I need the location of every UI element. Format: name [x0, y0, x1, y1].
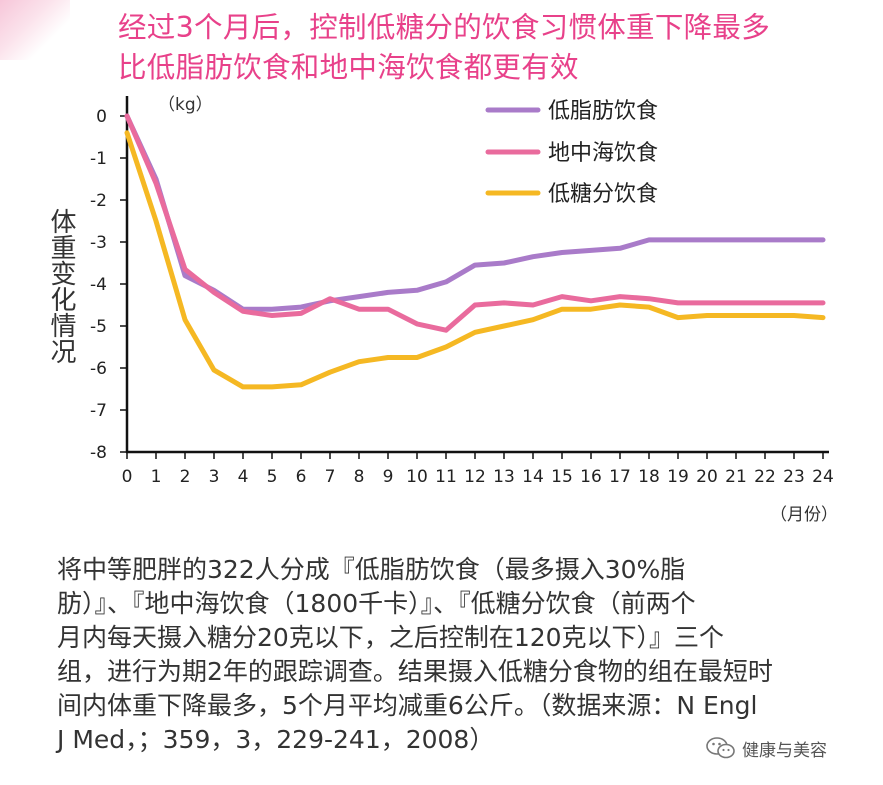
- x-tick-label: 9: [383, 467, 394, 487]
- x-tick-label: 3: [209, 467, 220, 487]
- y-tick-label: -8: [90, 443, 107, 463]
- description-line-5: 间内体重下降最多，5个月平均减重6公斤。（数据来源：N Engl: [57, 691, 758, 720]
- description-line-3: 月内每天摄入糖分20克以下，之后控制在120克以下）』三个: [57, 623, 725, 652]
- title-line-1: 经过3个月后，控制低糖分的饮食习惯体重下降最多: [118, 11, 771, 44]
- x-tick-label: 15: [551, 467, 573, 487]
- y-tick-label: -2: [90, 191, 107, 211]
- series-line-3: [124, 130, 826, 390]
- line-chart: 0-1-2-3-4-5-6-7-80 1 2 3 4 5 6 7 8 9 10 11 12 13 14 15 1…: [90, 95, 838, 525]
- x-tick-label: 18: [638, 467, 660, 487]
- x-tick-label: 0: [122, 467, 133, 487]
- x-tick-label: 12: [464, 467, 486, 487]
- axes: [120, 96, 829, 459]
- x-tick-label: 1: [151, 467, 162, 487]
- x-tick-label: 4: [238, 467, 249, 487]
- y-tick-label: 0: [96, 107, 107, 127]
- x-tick-label: 16: [580, 467, 602, 487]
- y-tick-label: -3: [90, 233, 107, 253]
- watermark: 健康与美容: [706, 736, 827, 761]
- description-line-4: 组，进行为期2年的跟踪调查。结果摄入低糖分食物的组在最短时: [57, 657, 773, 686]
- x-tick-label: 23: [783, 467, 805, 487]
- y-tick-label: -4: [90, 275, 107, 295]
- x-tick-label: 24: [812, 467, 834, 487]
- tick-labels: 0-1-2-3-4-5-6-7-80 1 2 3 4 5 6 7 8 9 10 11 12 13 14 15 1…: [90, 107, 834, 487]
- y-unit-label: （kg）: [158, 95, 213, 115]
- series-lines: [124, 113, 826, 390]
- y-tick-label: -1: [90, 149, 107, 169]
- x-tick-label: 17: [609, 467, 631, 487]
- description-line-6: J Med，；359，3，229-241，2008）: [57, 725, 495, 754]
- x-tick-label: 8: [354, 467, 365, 487]
- wechat-icon: [706, 737, 735, 759]
- x-tick-label: 2: [180, 467, 191, 487]
- x-tick-label: 13: [493, 467, 515, 487]
- x-tick-label: 6: [296, 467, 307, 487]
- x-tick-label: 14: [522, 467, 544, 487]
- chart-title: 经过3个月后，控制低糖分的饮食习惯体重下降最多 比低脂肪饮食和地中海饮食都更有效: [118, 8, 878, 88]
- series-line-1: [124, 113, 826, 312]
- y-tick-label: -7: [90, 401, 107, 421]
- x-tick-label: 10: [406, 467, 428, 487]
- y-axis-label: 体重变化情况: [46, 208, 76, 364]
- description-line-2: 肪）』、『地中海饮食（1800千卡）』、『低糖分饮食（前两个: [57, 589, 696, 618]
- series-line-2: [124, 113, 826, 333]
- legend-label-3: 低糖分饮食: [548, 182, 658, 207]
- description-line-1: 将中等肥胖的322人分成『低脂肪饮食（最多摄入30%脂: [57, 555, 686, 584]
- legend-label-1: 低脂肪饮食: [548, 99, 658, 124]
- corner-decoration: [0, 0, 70, 60]
- description: 将中等肥胖的322人分成『低脂肪饮食（最多摄入30%脂 肪）』、『地中海饮食（1…: [57, 553, 857, 757]
- x-tick-label: 20: [696, 467, 718, 487]
- y-tick-label: -5: [90, 317, 107, 337]
- y-tick-label: -6: [90, 359, 107, 379]
- x-tick-label: 21: [725, 467, 747, 487]
- x-unit-label: （月份）: [770, 505, 838, 525]
- title-line-2: 比低脂肪饮食和地中海饮食都更有效: [118, 51, 579, 84]
- legend-label-2: 地中海饮食: [548, 141, 658, 166]
- watermark-text: 健康与美容: [742, 740, 827, 761]
- x-tick-label: 19: [667, 467, 689, 487]
- x-tick-label: 5: [267, 467, 278, 487]
- x-tick-label: 22: [754, 467, 776, 487]
- x-tick-label: 11: [435, 467, 457, 487]
- x-tick-label: 7: [325, 467, 336, 487]
